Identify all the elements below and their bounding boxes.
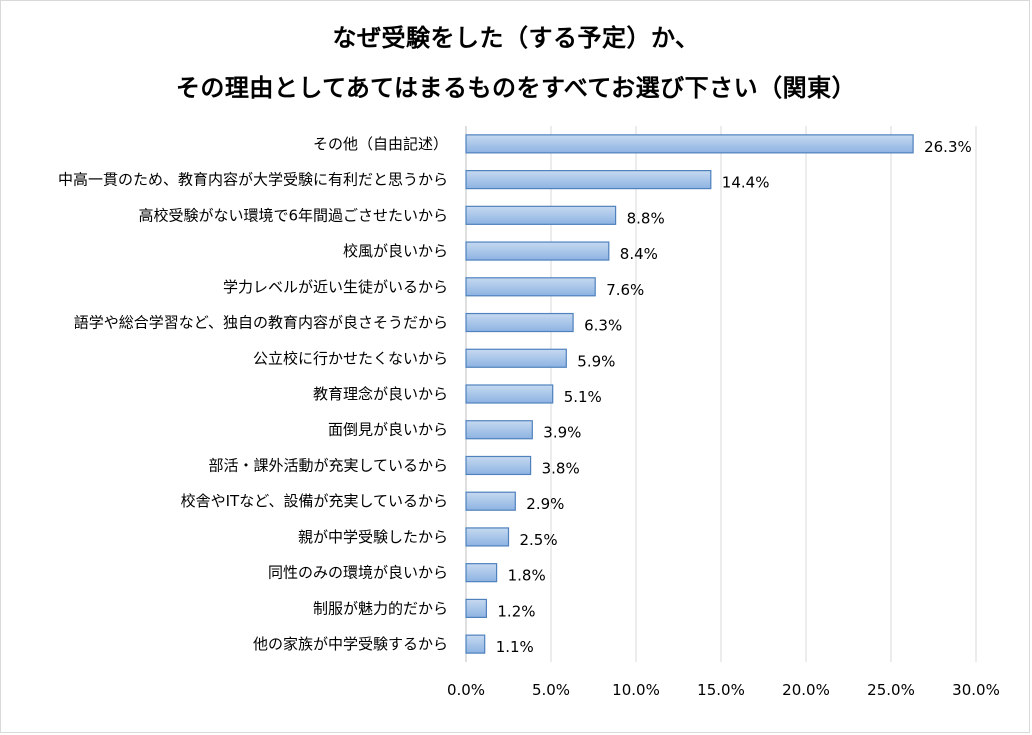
value-label: 1.2% [497,602,535,620]
value-label: 5.1% [564,388,602,406]
bar [465,134,914,154]
value-label: 7.6% [606,281,644,299]
category-label: 他の家族が中学受験するから [253,635,448,653]
bar [465,384,554,404]
bar [465,348,567,368]
value-label: 3.8% [542,459,580,477]
category-label: 校風が良いから [343,242,448,260]
category-label: 中高一貫のため、教育内容が大学受験に有利だと思うから [58,171,448,189]
bar [465,312,574,333]
bar [465,491,516,511]
x-tick-label: 15.0% [697,681,745,699]
x-tick-label: 30.0% [952,681,1000,699]
value-label: 14.4% [722,174,770,192]
category-label: 面倒見が良いから [328,421,448,439]
chart-title-line1: なぜ受験をした（する予定）か、 [332,24,700,52]
bars [465,134,914,654]
x-tick-label: 25.0% [867,681,915,699]
bar [465,455,532,476]
category-label: 同性のみの環境が良いから [268,564,448,582]
bar [465,527,510,547]
value-label: 3.9% [543,424,581,442]
value-label: 5.9% [577,352,615,370]
category-label: 校舎やITなど、設備が充実しているから [181,492,448,510]
value-label: 8.4% [620,245,658,263]
x-tick-label: 10.0% [612,681,660,699]
category-label: 制服が魅力的だから [313,599,448,617]
category-label: 教育理念が良いから [313,385,448,403]
bar [465,277,596,297]
category-label: 語学や総合学習など、独自の教育内容が良さそうだから [74,314,448,332]
bar [465,634,486,654]
labels: 0.0% 5.0% 10.0% 15.0% 20.0% 25.0% 30.0% その他（自由記… [58,135,1000,699]
category-label: 公立校に行かせたくないから [253,349,448,367]
category-label: その他（自由記述） [313,135,448,153]
value-label: 8.8% [627,209,665,227]
bar [465,563,498,583]
bar [465,205,617,225]
x-tick-label: 0.0% [447,681,485,699]
bar [465,420,533,440]
category-label: 親が中学受験したから [298,528,448,546]
x-tick-label: 5.0% [532,681,570,699]
value-label: 6.3% [584,317,622,335]
bar [465,170,712,190]
category-label: 部活・課外活動が充実しているから [208,456,448,474]
category-label: 学力レベルが近い生徒がいるから [223,278,448,296]
bar [465,241,610,261]
bar [465,598,487,619]
category-label: 高校受験がない環境で6年間過ごさせたいから [138,206,448,224]
value-label: 2.9% [526,495,564,513]
value-label: 26.3% [924,138,972,156]
chart-title-line2: その理由としてあてはまるものをすべてお選び下さい（関東） [175,74,857,102]
value-label: 2.5% [520,531,558,549]
value-label: 1.1% [496,638,534,656]
x-tick-label: 20.0% [782,681,830,699]
value-label: 1.8% [508,567,546,585]
